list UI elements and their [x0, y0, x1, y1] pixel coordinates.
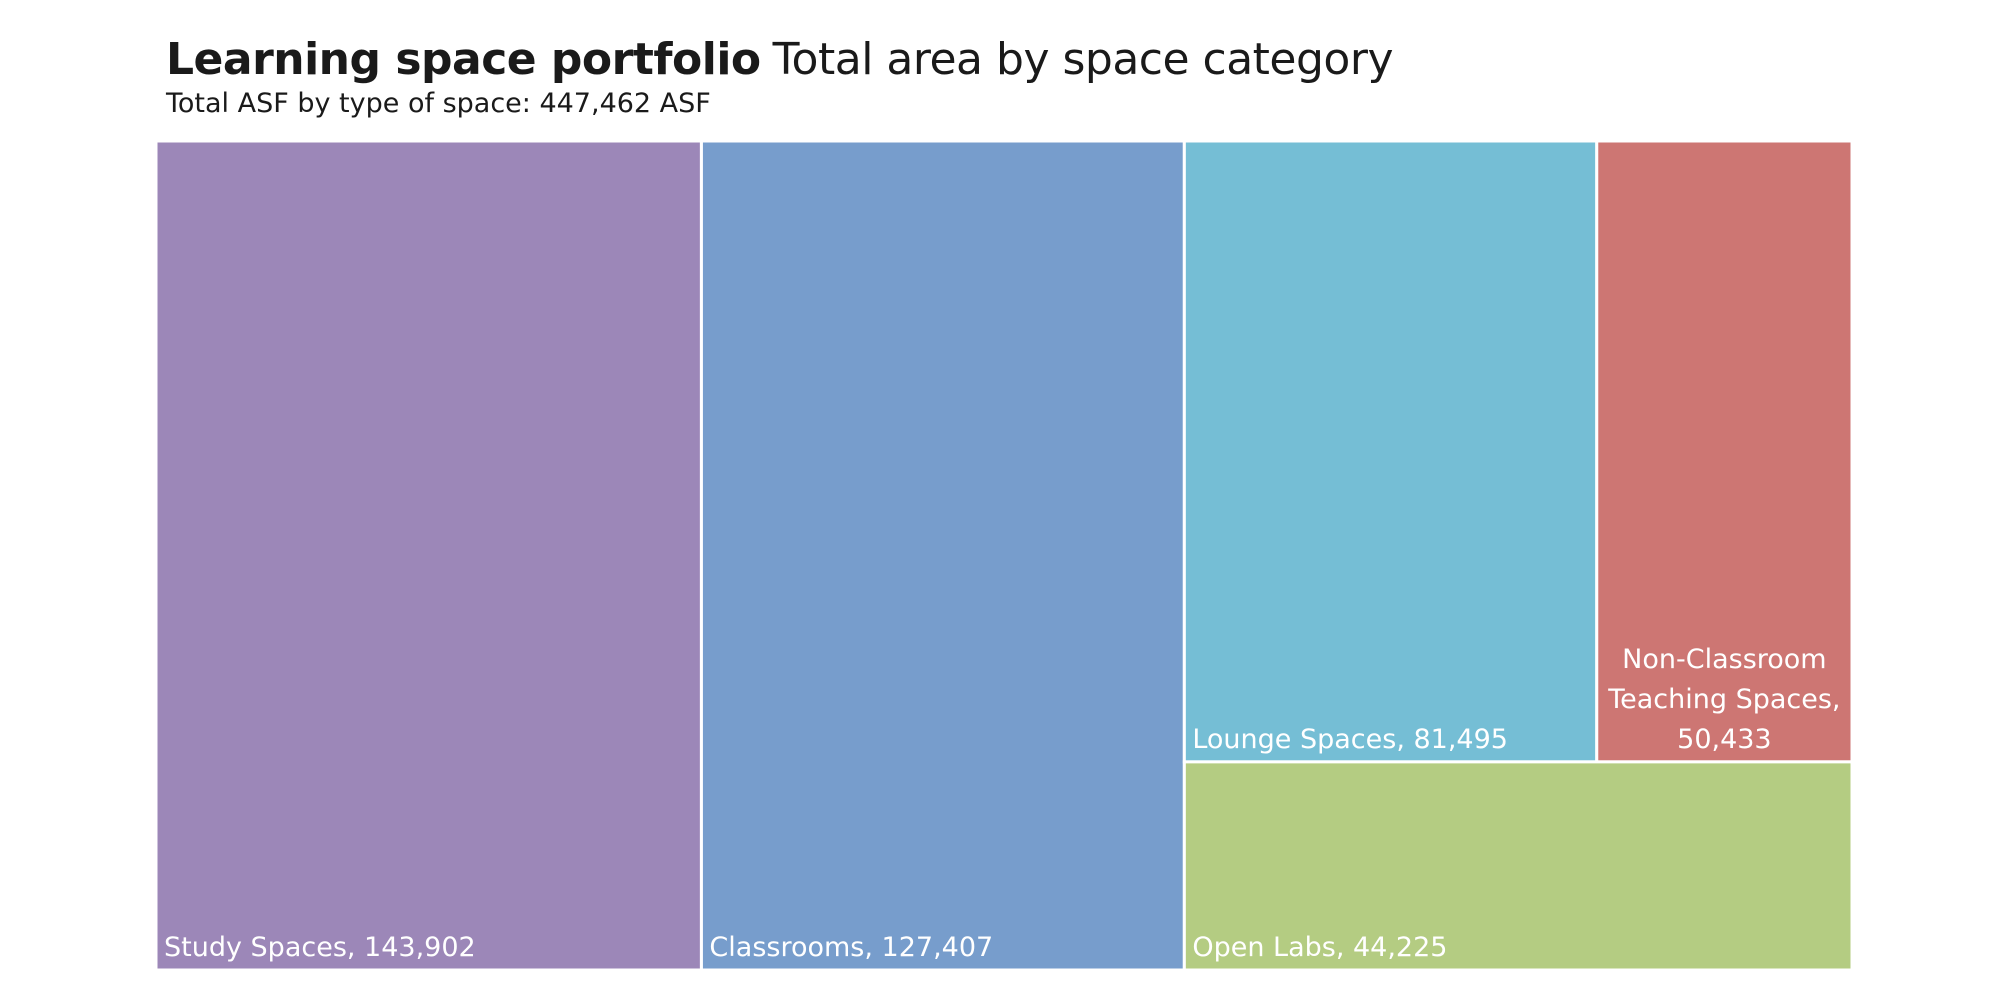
- tile-label-lounge-spaces: Lounge Spaces, 81,495: [1192, 724, 1508, 755]
- chart-title: Learning space portfolio Total area by sp…: [166, 30, 1393, 90]
- tile-rect-classrooms: [699, 139, 1186, 972]
- tile-classrooms: Classrooms, 127,407: [699, 139, 1186, 972]
- tile-label-classrooms: Classrooms, 127,407: [709, 932, 993, 963]
- tile-study-spaces: Study Spaces, 143,902: [154, 139, 703, 972]
- chart-title-rest: Total area by space category: [772, 34, 1394, 85]
- tile-rect-non-classroom-teaching-spaces: [1595, 139, 1854, 764]
- tile-label-line: 50,433: [1677, 724, 1771, 755]
- tile-label-study-spaces: Study Spaces, 143,902: [164, 932, 476, 963]
- chart-subtitle: Total ASF by type of space: 447,462 ASF: [166, 88, 711, 119]
- tile-rect-study-spaces: [154, 139, 703, 972]
- tile-non-classroom-teaching-spaces: Non-Classroom Teaching Spaces, 50,433: [1595, 139, 1854, 764]
- chart-title-bold: Learning space portfolio: [166, 34, 761, 85]
- tile-lounge-spaces: Lounge Spaces, 81,495: [1182, 139, 1599, 764]
- tile-rect-open-labs: [1182, 760, 1854, 972]
- tile-open-labs: Open Labs, 44,225: [1182, 760, 1854, 972]
- tile-label-open-labs: Open Labs, 44,225: [1192, 932, 1447, 963]
- tile-label-non-classroom-teaching-spaces: Non-Classroom Teaching Spaces, 50,433: [1607, 644, 1840, 755]
- tile-label-line: Non-Classroom: [1622, 644, 1826, 675]
- tile-rect-lounge-spaces: [1182, 139, 1599, 764]
- tile-label-line: Teaching Spaces,: [1607, 684, 1840, 715]
